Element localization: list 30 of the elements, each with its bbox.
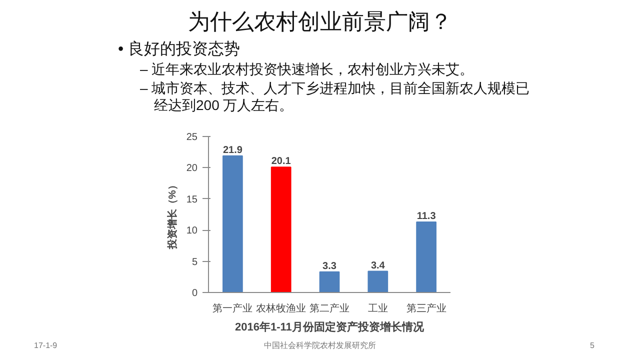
y-tick-label: 25 (186, 132, 198, 143)
y-tick-label: 15 (186, 194, 198, 206)
bar (319, 271, 340, 292)
y-tick-label: 10 (186, 226, 198, 237)
y-tick-label: 5 (192, 256, 198, 268)
x-tick-label: 第三产业 (406, 302, 446, 314)
bar (416, 221, 436, 292)
x-axis-title: 2016年1-11月份固定资产投资增长情况 (235, 320, 425, 334)
text: 中国社会科学院农村发展研究所 (264, 341, 376, 350)
text: 5 (590, 340, 594, 352)
data-label: 20.1 (271, 156, 292, 168)
y-tick-label: 20 (186, 163, 198, 174)
text: 17-1-9 (34, 340, 58, 352)
text: • 良好的投资态势 (117, 40, 242, 60)
chart-title: 为什么农村创业前景广阔？ (187, 8, 453, 36)
text: – 城市资本、技术、人才下乡进程加快，目前全国新农人规模已经达到200 万人左右。 (140, 80, 531, 114)
data-label: 21.9 (222, 144, 243, 156)
data-label: 3.4 (370, 260, 386, 272)
text: – 近年来农业农村投资快速增长，农村创业方兴未艾。 (140, 61, 475, 78)
y-axis-title: 投资增长（%） (166, 180, 178, 250)
bar (368, 270, 388, 292)
x-tick-label: 工业 (368, 302, 388, 314)
x-tick-label: 第一产业 (212, 302, 253, 314)
bar (270, 166, 292, 292)
data-label: 11.3 (416, 210, 436, 222)
x-tick-label: 第二产业 (310, 302, 350, 314)
bar (222, 155, 243, 292)
y-tick-label: 0 (192, 288, 198, 299)
data-label: 3.3 (322, 260, 337, 272)
x-tick-label: 农林牧渔业 (256, 302, 306, 314)
